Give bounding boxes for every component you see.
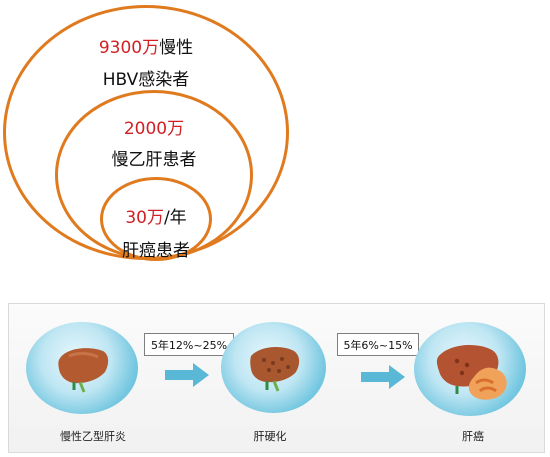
progression-rate-2: 5年6%~15% [337, 333, 419, 356]
disease-progression-panel: 5年12%~25% 5年6%~15% 慢性乙型肝 [8, 303, 545, 453]
inner-ring-suffix: /年 [163, 208, 187, 228]
arrow-right-icon [165, 363, 209, 387]
stage-label-liver-cancer: 肝癌 [462, 430, 484, 443]
liver-icon [250, 346, 300, 392]
tumor-icon [436, 344, 507, 400]
stage-liver-cancer [414, 322, 526, 416]
stage-cirrhosis [221, 322, 326, 413]
outer-ring-title: 9300万慢性 [0, 33, 292, 58]
liver-icon [58, 348, 109, 393]
stage-label-chronic-hepatitis: 慢性乙型肝炎 [60, 430, 126, 443]
outer-ring-suffix: 慢性 [159, 38, 194, 58]
inner-ring-title: 30万/年 [100, 203, 212, 228]
stage-label-cirrhosis: 肝硬化 [253, 430, 287, 443]
progression-rate-1: 5年12%~25% [144, 333, 234, 356]
epidemiology-circles: 9300万慢性 HBV感染者 2000万 慢乙肝患者 30万/年 肝癌患者 [0, 5, 292, 261]
middle-ring-number: 2000万 [123, 119, 185, 139]
stage-chronic-hepatitis [26, 322, 138, 414]
middle-ring-label: 慢乙肝患者 [111, 150, 197, 170]
inner-ring [100, 177, 212, 261]
arrow-right-icon [361, 365, 405, 389]
inner-ring-number: 30万 [125, 208, 164, 228]
outer-ring-label: HBV感染者 [102, 70, 190, 90]
outer-ring-number: 9300万 [98, 38, 160, 58]
inner-ring-label: 肝癌患者 [122, 241, 190, 261]
